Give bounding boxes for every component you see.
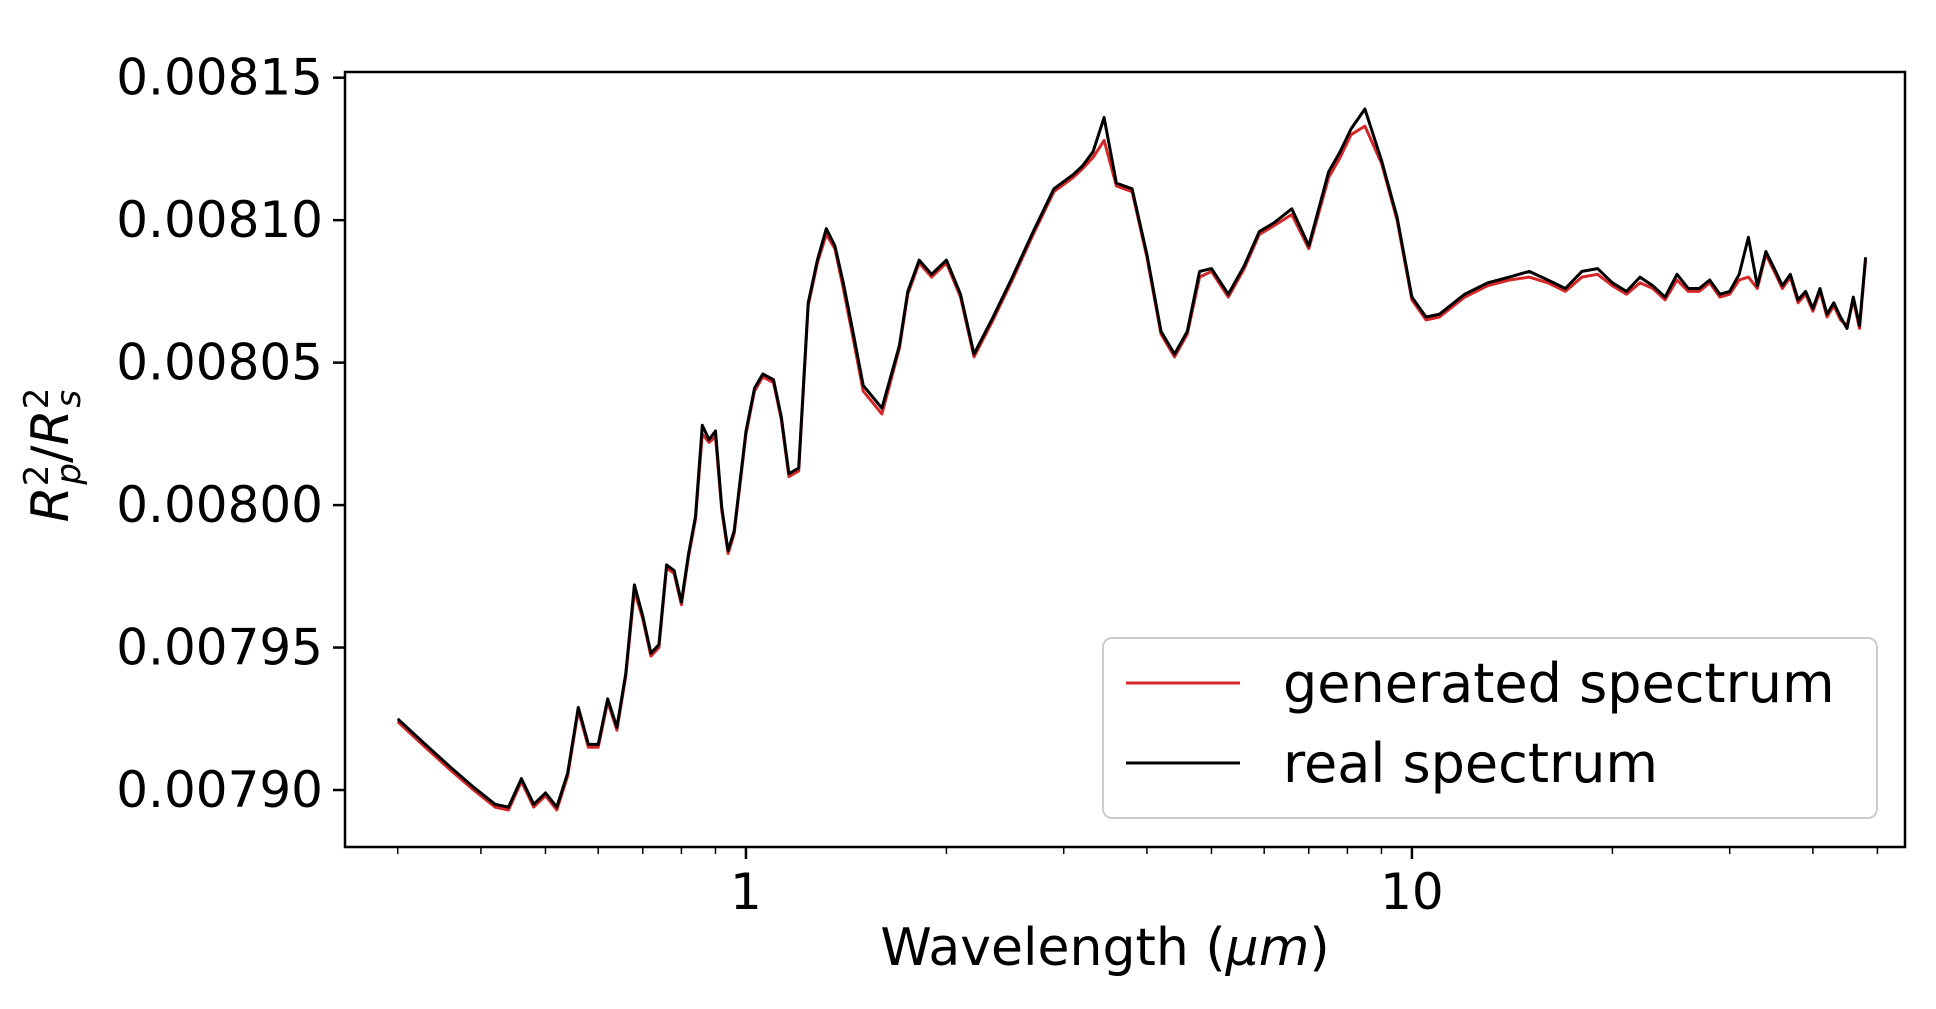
y-tick-label: 0.00805: [116, 334, 323, 392]
legend-box: [1102, 637, 1878, 819]
y-axis-ticks: 0.00790 0.00795 0.00800 0.00805 0.00810 0.008…: [116, 49, 345, 819]
series-layer: [396, 107, 1868, 812]
x-tick-label: 1: [730, 863, 762, 921]
y-tick-label: 0.00810: [116, 191, 323, 249]
y-tick-label: 0.00790: [116, 761, 323, 819]
x-tick-label: 10: [1380, 863, 1444, 921]
y-tick-label: 0.00815: [116, 49, 323, 107]
legend-label-real: real spectrum: [1283, 732, 1658, 795]
legend: generated spectrum real spectrum: [1102, 637, 1878, 819]
y-tick-label: 0.00800: [116, 476, 323, 534]
series-line-real: [396, 107, 1868, 809]
plot-frame: [343, 70, 1907, 849]
y-axis-title: R2p/R2s: [17, 388, 89, 523]
legend-label-generated: generated spectrum: [1283, 652, 1835, 715]
x-axis-title: Wavelength (μm): [880, 918, 1329, 978]
y-tick-label: 0.00795: [116, 619, 323, 677]
x-axis-ticks: 1 10: [730, 847, 1444, 921]
